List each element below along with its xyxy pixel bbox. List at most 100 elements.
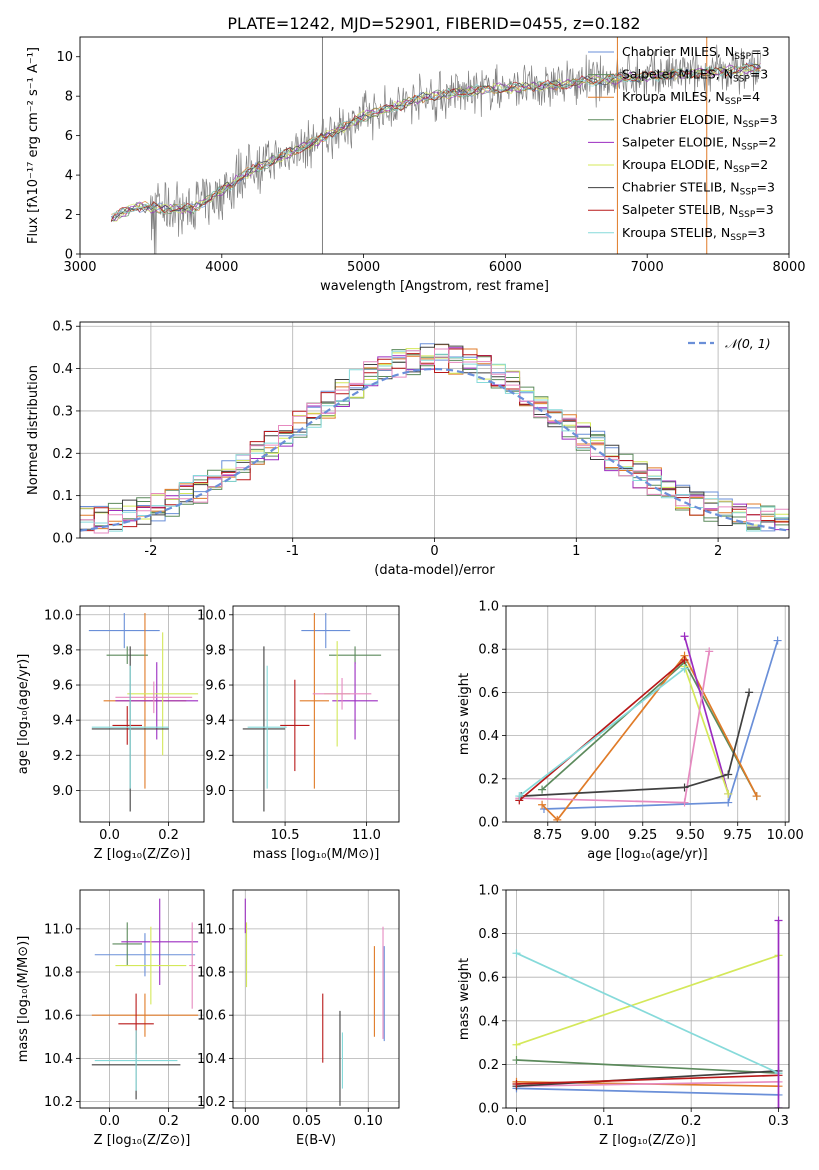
point-marker-green (512, 1056, 521, 1065)
mass_age-frame (232, 605, 400, 823)
z_mass-ytick-label: 11.0 (44, 922, 73, 937)
series-line-dark (521, 692, 750, 797)
z_weight-xtick-label: 0.2 (681, 1114, 702, 1129)
point-marker-green (538, 785, 547, 794)
residuals-xtick-label: 0 (430, 544, 438, 559)
age_weight-frame (505, 605, 790, 823)
age_weight-xtick-label: 8.75 (533, 828, 562, 843)
series-line-red (518, 659, 686, 802)
z_weight-ytick-label: 0.4 (478, 1014, 499, 1029)
point-marker-orange (538, 800, 547, 809)
z_age-axes: 0.0 0.2 9.0 9.2 9.4 9.6 9.8 10.0 (44, 606, 204, 843)
series-line-dark (516, 1070, 779, 1088)
spectrum-ytick-label: 6 (65, 129, 73, 144)
z_age-ytick-label: 9.8 (52, 643, 73, 658)
legend-entry: Chabrier ELODIE, NSSP=3 (622, 112, 778, 130)
age_weight-xtick-label: 9.75 (723, 828, 752, 843)
spectrum-xtick-label: 5000 (347, 260, 380, 275)
point-marker-dark (680, 783, 689, 792)
series-line-pink (516, 1080, 779, 1088)
residuals-ylabel: Normed distribution (26, 365, 41, 495)
residuals-ytick-label: 0.2 (52, 447, 73, 462)
point-marker-orange (752, 792, 761, 801)
residuals-ytick-label: 0.3 (52, 404, 73, 419)
age_weight-xtick-label: 9.25 (628, 828, 657, 843)
ebv_mass-xtick-label: 0.10 (354, 1114, 383, 1129)
age_weight-ytick-label: 0.6 (478, 686, 499, 701)
residuals-xlabel: (data-model)/error (374, 563, 495, 578)
model-spectrum-green (111, 66, 761, 219)
z_mass-xtick-label: 0.0 (99, 1114, 120, 1129)
z_mass-axes: 0.0 0.2 10.2 10.4 10.6 10.8 11.0 (44, 890, 204, 1129)
point-marker-yellow (512, 1040, 521, 1049)
z_age-xtick-label: 0.2 (158, 828, 179, 843)
z_mass-frame (79, 889, 205, 1109)
legend-entry: Salpeter ELODIE, NSSP=2 (622, 134, 776, 152)
age_weight-xtick-label: 10.00 (767, 828, 804, 843)
residuals-xtick-label: 2 (714, 544, 722, 559)
ebv_mass-ytick-label: 11.0 (197, 922, 226, 937)
age_weight-ytick-label: 0.8 (478, 643, 499, 658)
ebv_mass-frame (232, 889, 400, 1109)
series-line-blue (516, 1087, 779, 1096)
point-marker-purple (680, 632, 689, 641)
z_weight-frame (505, 889, 790, 1109)
normal-reference-curve (80, 367, 787, 532)
series-line-blue (543, 640, 779, 810)
spectrum-ytick-label: 2 (65, 208, 73, 223)
point-marker-red (512, 1080, 521, 1089)
histogram-dark (80, 343, 789, 538)
residuals-ytick-label: 0.1 (52, 489, 73, 504)
ebv_mass-axes: 0.00 0.05 0.10 10.2 10.4 10.6 10.8 11.0 (197, 890, 399, 1129)
age_weight-ytick-label: 1.0 (478, 600, 499, 615)
z_age-xlabel: Z [log₁₀(Z/Z⊙)] (94, 847, 191, 862)
legend-entry: Kroupa STELIB, NSSP=3 (622, 225, 766, 243)
z_weight-xtick-label: 0.0 (506, 1114, 527, 1129)
spectrum-ytick-label: 10 (56, 50, 73, 65)
point-marker-dark (724, 770, 733, 779)
age_weight-ytick-label: 0.0 (478, 816, 499, 831)
plot-layer: 3000 4000 5000 6000 7000 80000246810wavelengt… (16, 36, 806, 1148)
spectrum-xtick-label: 8000 (772, 260, 805, 275)
legend-entry: Salpeter MILES, NSSP=3 (622, 67, 768, 85)
spectrum-legend: Chabrier MILES, NSSP=3 Salpeter MILES, NS… (588, 44, 778, 243)
model-spectrum-cyan (110, 64, 761, 219)
model-spectrum-red (110, 62, 761, 222)
age_weight-ytick-label: 0.2 (478, 772, 499, 787)
spectrum-xtick-label: 7000 (631, 260, 664, 275)
age_weight-plot-area (515, 632, 782, 822)
z_age-frame (79, 605, 205, 823)
z_mass-ytick-label: 10.4 (44, 1052, 73, 1067)
series-line-red (516, 1074, 779, 1085)
z_mass-xlabel: Z [log₁₀(Z/Z⊙)] (94, 1133, 191, 1148)
spectrum-xtick-label: 4000 (205, 260, 238, 275)
ebv_mass-plot-area (244, 898, 385, 1106)
point-marker-cyan (515, 792, 524, 801)
spectrum-xlabel: wavelength [Angstrom, rest frame] (320, 279, 549, 294)
spectrum-axes: 3000 4000 5000 6000 7000 8000 0 2 4 6 8 10 (56, 50, 805, 275)
age_weight-ylabel: mass weight (457, 673, 472, 755)
spectrum-frame (79, 36, 790, 255)
z_mass-ytick-label: 10.8 (44, 966, 73, 981)
legend-entry: Kroupa MILES, NSSP=4 (622, 89, 760, 107)
mass_age-axes: 10.5 11.0 9.0 9.2 9.4 9.6 9.8 10.0 (197, 606, 399, 843)
mass_age-ytick-label: 9.2 (205, 749, 226, 764)
legend-entry: Chabrier MILES, NSSP=3 (622, 44, 770, 62)
spectrum-xtick-label: 6000 (489, 260, 522, 275)
mass_age-plot-area (242, 613, 382, 812)
z_weight-ytick-label: 0.0 (478, 1102, 499, 1117)
series-line-purple (683, 635, 730, 795)
point-marker-purple (774, 1104, 783, 1108)
spectrum-xtick-label: 3000 (63, 260, 96, 275)
mass_age-xlabel: mass [log₁₀(M/M⊙)] (253, 847, 380, 862)
point-marker-cyan (680, 664, 689, 673)
z_weight-ytick-label: 0.6 (478, 971, 499, 986)
z_mass-plot-area (91, 898, 199, 1100)
point-marker-dark (745, 688, 754, 697)
z_weight-xtick-label: 0.1 (593, 1114, 614, 1129)
residuals-xtick-label: 1 (572, 544, 580, 559)
residuals-xtick-label: -2 (144, 544, 157, 559)
z_weight-axes: 0.0 0.1 0.2 0.3 0.0 0.2 0.4 0.6 0.8 1.0 (478, 884, 789, 1129)
series-line-cyan (516, 952, 779, 1074)
